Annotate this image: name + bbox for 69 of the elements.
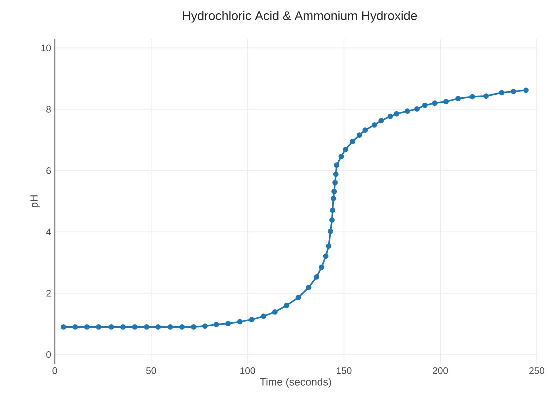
y-tick-label: 8 <box>46 106 52 113</box>
point <box>443 99 449 105</box>
point <box>456 96 462 102</box>
point <box>470 94 476 100</box>
point <box>350 139 356 144</box>
point <box>524 88 529 94</box>
y-tick-label: 2 <box>46 290 51 297</box>
point <box>226 321 232 327</box>
point <box>394 111 400 117</box>
point <box>334 162 340 168</box>
point <box>60 324 66 330</box>
point <box>343 146 348 152</box>
point <box>510 89 516 94</box>
point <box>84 324 90 330</box>
x-tick-label: 50 <box>146 368 156 374</box>
point <box>330 208 336 214</box>
x-tick-label: 200 <box>433 368 448 374</box>
point <box>362 128 368 134</box>
point <box>323 254 329 260</box>
point <box>156 324 162 330</box>
y-tick-label: 0 <box>46 351 52 358</box>
point <box>249 317 255 323</box>
point <box>191 324 197 330</box>
y-axis-title: pH <box>30 196 40 208</box>
point <box>132 324 138 330</box>
point <box>404 108 410 114</box>
point <box>306 284 312 290</box>
x-tick-label: 250 <box>530 368 545 374</box>
point <box>330 196 336 202</box>
point <box>214 322 220 328</box>
point <box>144 324 150 330</box>
point <box>120 324 126 330</box>
point <box>314 274 320 280</box>
point <box>388 114 394 120</box>
point <box>237 319 243 325</box>
point <box>356 132 362 138</box>
x-tick-label: 100 <box>240 368 256 374</box>
point <box>72 324 78 330</box>
point <box>484 94 489 100</box>
point <box>96 324 102 330</box>
point <box>432 100 438 106</box>
x-tick-label: 0 <box>52 368 58 374</box>
point <box>330 218 335 223</box>
point <box>180 324 185 330</box>
y-tick-label: 4 <box>46 228 52 236</box>
point <box>332 180 338 186</box>
point <box>108 324 114 330</box>
point <box>338 154 344 160</box>
point <box>378 118 384 124</box>
point <box>422 102 428 108</box>
x-tick-label: 150 <box>337 368 352 374</box>
point <box>261 314 267 320</box>
point <box>328 228 334 234</box>
point <box>272 309 278 315</box>
point <box>499 90 505 96</box>
x-axis-title: Time (seconds) <box>260 378 332 388</box>
point <box>326 244 332 249</box>
point <box>332 188 338 194</box>
point <box>333 172 339 178</box>
y-tick-label: 10 <box>42 44 52 52</box>
point <box>284 303 290 308</box>
point <box>202 324 208 329</box>
point <box>319 264 325 270</box>
point <box>168 324 174 330</box>
point <box>372 122 378 128</box>
point <box>296 295 302 300</box>
y-tick-label: 6 <box>46 167 52 174</box>
chart-title: Hydrochloric Acid & Ammonium Hydroxide <box>183 11 418 23</box>
point <box>414 106 420 112</box>
